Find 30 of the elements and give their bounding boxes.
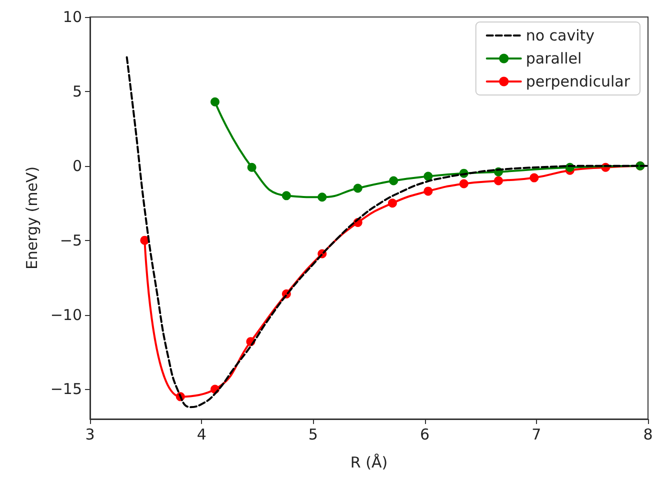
legend-label: no cavity (526, 26, 595, 44)
x-tick-label: 4 (196, 426, 206, 444)
point (459, 179, 468, 188)
y-tick-label: −10 (50, 306, 82, 324)
y-tick-label: 10 (62, 8, 82, 26)
x-tick-label: 3 (85, 426, 95, 444)
point (210, 97, 220, 106)
point (140, 236, 150, 245)
x-axis-title: R (Å) (350, 454, 388, 472)
point (282, 191, 291, 200)
x-tick-label: 8 (643, 426, 653, 444)
y-tick-label: −15 (50, 380, 82, 398)
y-tick-label: 0 (72, 156, 82, 175)
x-tick-label: 5 (308, 426, 318, 444)
y-tick-label: −5 (60, 231, 82, 250)
x-tick-label: 6 (420, 426, 430, 444)
point (389, 176, 398, 186)
legend-label: parallel (526, 50, 582, 68)
point (494, 176, 503, 186)
legend-label: perpendicular (526, 72, 631, 90)
point (424, 172, 433, 181)
x-tick-label: 7 (532, 426, 542, 444)
y-tick-label: 5 (72, 82, 82, 100)
point (247, 162, 256, 172)
point (424, 186, 433, 196)
point (318, 192, 327, 202)
point (388, 198, 397, 208)
point (353, 184, 362, 193)
y-axis-title: Energy (meV) (22, 166, 41, 270)
point (530, 173, 539, 182)
